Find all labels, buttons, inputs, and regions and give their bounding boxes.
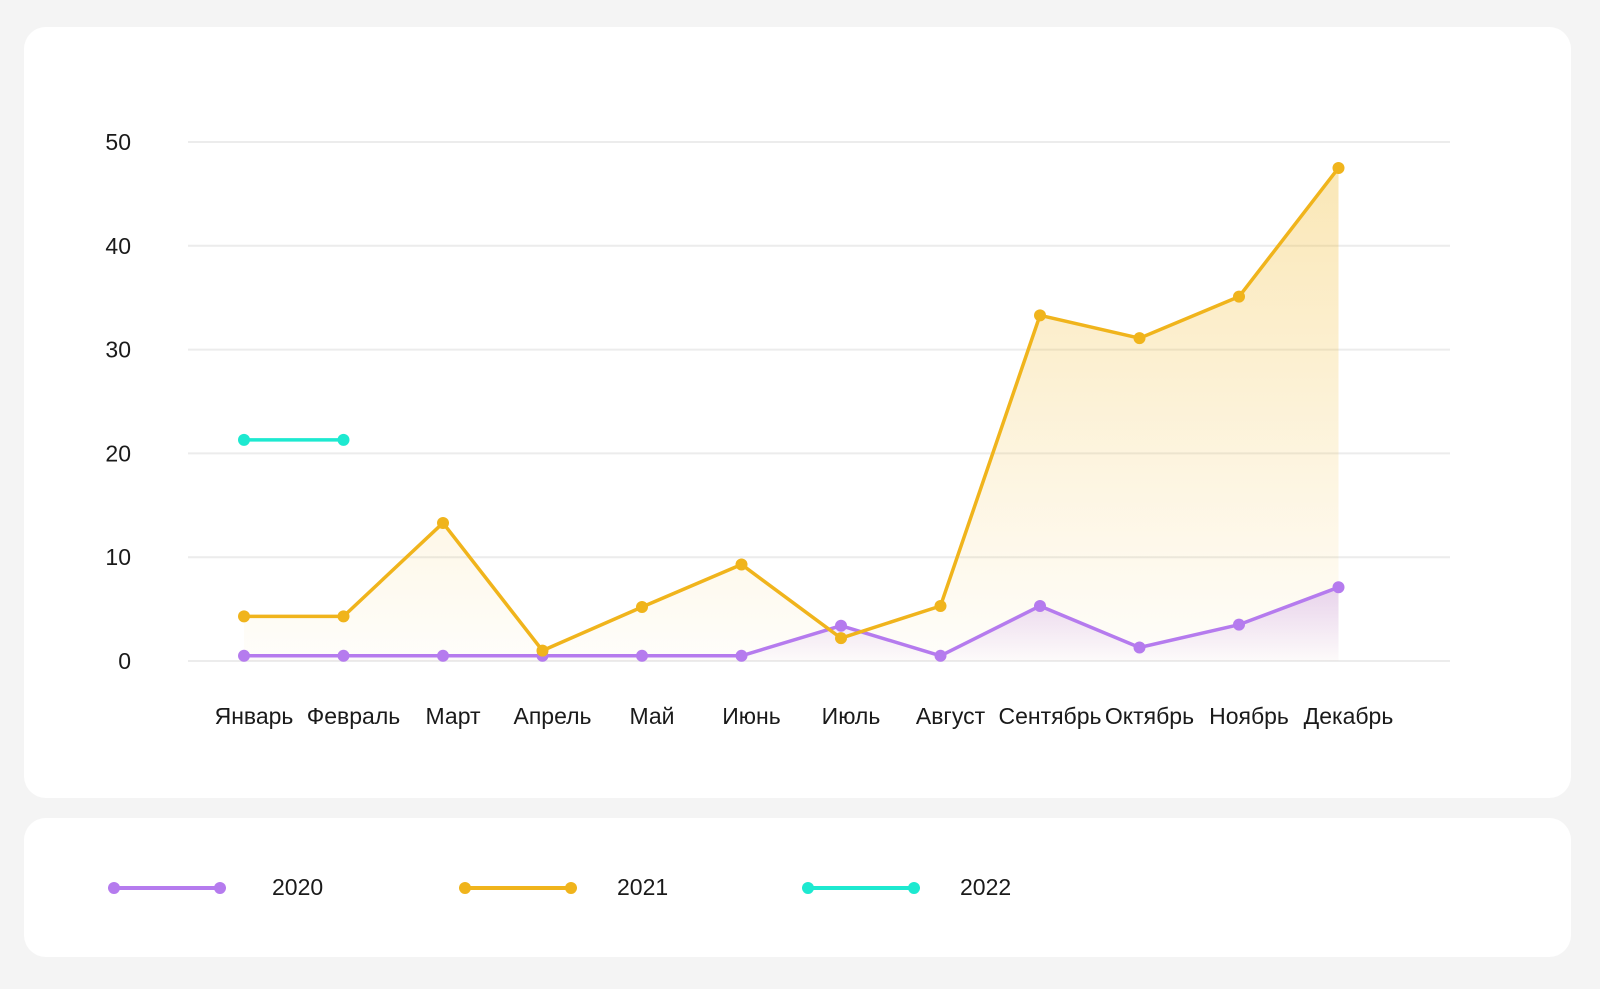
legend-label-2022: 2022 (960, 874, 1012, 900)
point-2021[interactable] (934, 599, 947, 612)
y-axis-ticks: 0 10 20 30 40 50 (105, 129, 131, 674)
point-2020[interactable] (1332, 581, 1345, 594)
point-2020[interactable] (1133, 641, 1146, 654)
y-tick-label: 30 (105, 337, 131, 363)
x-tick-label: Октябрь (1105, 703, 1194, 729)
legend-item-2022[interactable]: 2022 (796, 818, 1011, 957)
x-tick-label: Ноябрь (1209, 703, 1289, 729)
point-2020[interactable] (238, 649, 250, 662)
point-2020[interactable] (835, 619, 847, 632)
point-2021[interactable] (636, 601, 648, 614)
series-points (238, 161, 1345, 662)
series-lines (242, 166, 1341, 658)
point-2021[interactable] (1233, 290, 1245, 303)
point-2021[interactable] (238, 610, 250, 623)
point-2022[interactable] (238, 433, 250, 446)
x-tick-label: Январь (215, 703, 294, 729)
legend-swatch-2022 (802, 881, 920, 894)
x-tick-label: Декабрь (1304, 703, 1394, 729)
x-tick-label: Сентябрь (998, 703, 1101, 729)
legend-swatch-2021 (459, 881, 577, 894)
x-axis-ticks: Январь Февраль Март Апрель Май Июнь Июль Август… (215, 703, 1394, 729)
point-2021[interactable] (1332, 161, 1345, 174)
series-areas (244, 167, 1339, 661)
point-2021[interactable] (835, 632, 847, 645)
legend-item-2021[interactable]: 2021 (453, 818, 668, 957)
y-tick-label: 0 (118, 648, 131, 674)
legend: 2020 2021 2022 (24, 818, 1571, 957)
x-tick-label: Июль (822, 703, 881, 729)
x-tick-label: Август (916, 703, 986, 729)
chart-card: 0 10 20 30 40 50 Январь Февраль Март Апрель Май Ию… (24, 27, 1571, 798)
point-2021[interactable] (536, 644, 549, 657)
legend-label-2020: 2020 (272, 874, 324, 900)
point-2022[interactable] (337, 433, 350, 446)
point-2020[interactable] (1034, 599, 1046, 612)
y-tick-label: 20 (105, 440, 131, 466)
point-2020[interactable] (735, 649, 748, 662)
x-tick-label: Февраль (307, 703, 400, 729)
legend-label-2021: 2021 (617, 874, 669, 900)
line-series-2020 (242, 585, 1341, 658)
legend-swatch-2020 (108, 881, 226, 894)
legend-item-2020[interactable]: 2020 (108, 818, 323, 957)
x-tick-label: Июнь (722, 703, 780, 729)
point-2021[interactable] (1034, 309, 1046, 322)
x-tick-label: Март (425, 703, 480, 729)
y-tick-label: 50 (105, 129, 131, 155)
point-2021[interactable] (735, 558, 748, 571)
point-2020[interactable] (337, 649, 350, 662)
point-2021[interactable] (337, 610, 350, 623)
y-tick-label: 40 (105, 233, 131, 259)
y-tick-label: 10 (105, 544, 131, 570)
point-2020[interactable] (636, 649, 648, 662)
point-2020[interactable] (437, 649, 449, 662)
line-series-2021 (242, 166, 1341, 653)
area-series-2021 (244, 167, 1339, 661)
line-chart: 0 10 20 30 40 50 Январь Февраль Март Апрель Май Ию… (105, 129, 1450, 729)
point-2021[interactable] (1133, 332, 1146, 345)
x-tick-label: Апрель (513, 703, 591, 729)
point-2021[interactable] (437, 516, 449, 529)
point-2020[interactable] (1233, 618, 1245, 631)
x-tick-label: Май (629, 703, 674, 729)
point-2020[interactable] (934, 649, 947, 662)
